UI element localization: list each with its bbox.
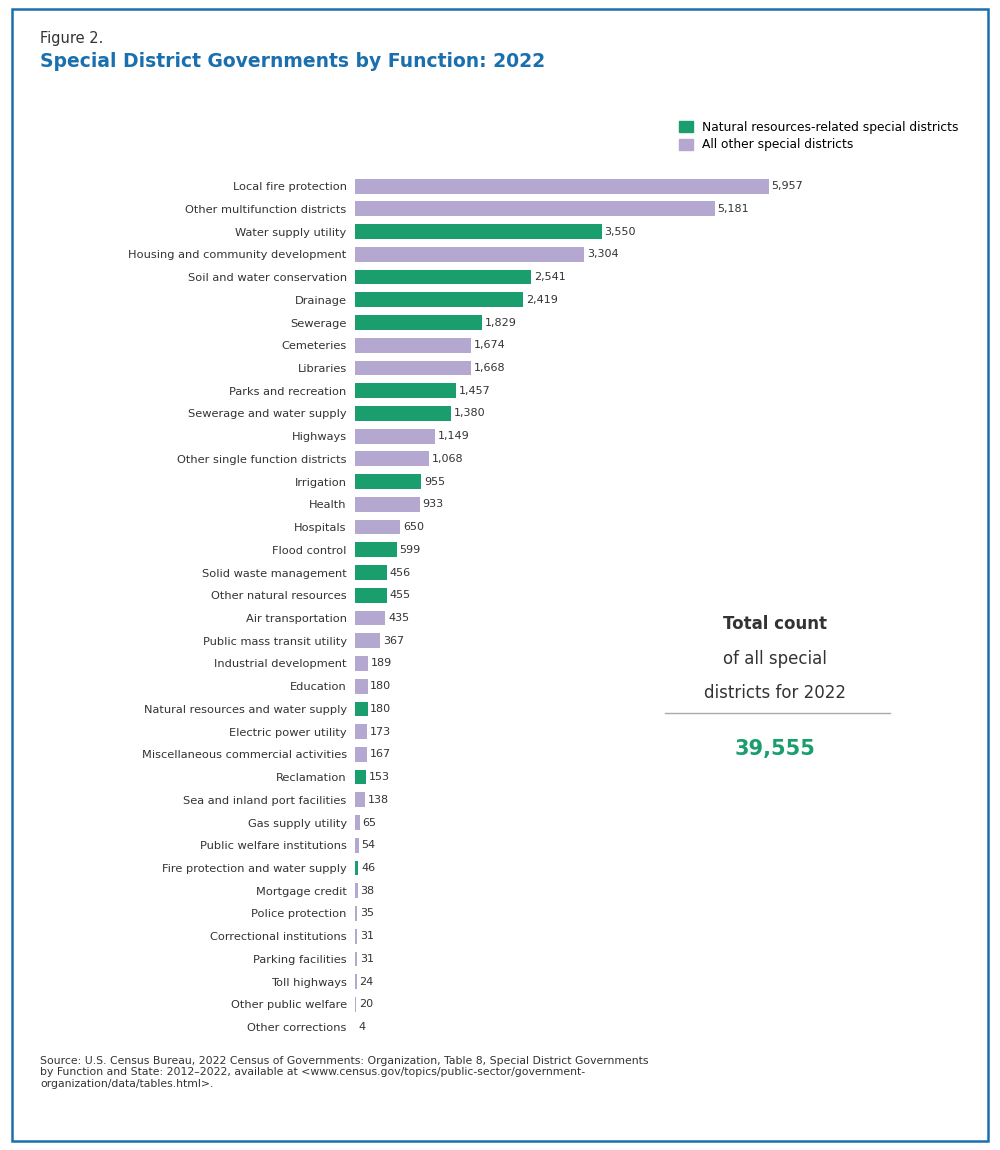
Bar <box>355 883 358 898</box>
Text: 189: 189 <box>371 659 392 668</box>
Text: 1,668: 1,668 <box>474 363 505 373</box>
Bar <box>355 429 435 444</box>
Text: 1,457: 1,457 <box>459 385 491 396</box>
Text: Source: U.S. Census Bureau, 2022 Census of Governments: Organization, Table 8, S: Source: U.S. Census Bureau, 2022 Census … <box>40 1056 648 1089</box>
Text: 5,181: 5,181 <box>718 204 749 214</box>
Bar <box>355 611 385 626</box>
Text: 65: 65 <box>362 818 376 828</box>
Text: of all special: of all special <box>723 650 827 668</box>
Text: 367: 367 <box>383 636 404 645</box>
Text: 20: 20 <box>359 999 373 1010</box>
Bar <box>355 860 358 875</box>
Text: 39,555: 39,555 <box>735 739 815 759</box>
Text: 173: 173 <box>370 727 391 737</box>
Text: Figure 2.: Figure 2. <box>40 31 103 46</box>
Bar <box>355 792 365 807</box>
Text: 5,957: 5,957 <box>771 182 803 191</box>
Bar <box>355 383 456 398</box>
Text: 1,674: 1,674 <box>474 340 506 351</box>
Text: 31: 31 <box>360 954 374 964</box>
Text: 2,419: 2,419 <box>526 294 558 305</box>
Bar <box>355 247 584 262</box>
Bar <box>355 565 387 580</box>
Bar <box>355 815 360 830</box>
Bar <box>355 497 420 512</box>
Text: 138: 138 <box>367 795 388 805</box>
Text: 599: 599 <box>399 545 421 554</box>
Text: 24: 24 <box>359 976 374 987</box>
Text: 1,068: 1,068 <box>432 454 464 463</box>
Text: 54: 54 <box>362 841 376 850</box>
Bar <box>355 269 531 284</box>
Bar <box>355 951 357 966</box>
Text: 933: 933 <box>423 499 444 509</box>
Bar <box>355 838 359 852</box>
Text: 46: 46 <box>361 862 375 873</box>
Bar <box>355 178 769 193</box>
Bar <box>355 906 357 921</box>
Text: 3,304: 3,304 <box>587 250 619 259</box>
Text: 650: 650 <box>403 522 424 532</box>
Text: 35: 35 <box>360 908 374 919</box>
Text: 31: 31 <box>360 932 374 941</box>
Bar <box>355 748 367 761</box>
Text: Total count: Total count <box>723 615 827 634</box>
Bar <box>355 201 715 216</box>
Text: 1,380: 1,380 <box>454 408 485 419</box>
Text: 4: 4 <box>358 1022 365 1032</box>
Bar <box>355 769 366 784</box>
Text: 435: 435 <box>388 613 409 623</box>
Bar <box>355 656 368 670</box>
Text: Special District Governments by Function: 2022: Special District Governments by Function… <box>40 52 545 71</box>
Bar <box>355 474 421 489</box>
Bar <box>355 634 380 649</box>
Bar <box>355 224 602 239</box>
Bar <box>355 702 368 716</box>
Text: 180: 180 <box>370 681 391 691</box>
Bar <box>355 724 367 739</box>
Text: 180: 180 <box>370 704 391 714</box>
Bar <box>355 929 357 944</box>
Text: 38: 38 <box>360 886 375 896</box>
Bar <box>355 678 368 693</box>
Text: 1,149: 1,149 <box>438 431 469 442</box>
Text: 167: 167 <box>369 750 390 759</box>
Bar <box>355 315 482 330</box>
Bar <box>355 406 451 421</box>
Bar <box>355 588 387 603</box>
Text: 153: 153 <box>368 772 389 782</box>
Legend: Natural resources-related special districts, All other special districts: Natural resources-related special distri… <box>679 121 959 152</box>
Text: districts for 2022: districts for 2022 <box>704 684 846 703</box>
Bar <box>355 520 400 535</box>
Text: 3,550: 3,550 <box>604 227 636 237</box>
Text: 2,541: 2,541 <box>534 273 566 282</box>
Bar <box>355 361 471 375</box>
Text: 455: 455 <box>389 590 411 600</box>
Bar <box>355 543 397 558</box>
Text: 955: 955 <box>424 476 445 486</box>
Bar <box>355 338 471 353</box>
Text: 1,829: 1,829 <box>485 317 517 328</box>
Bar <box>355 292 523 307</box>
Bar <box>355 974 357 989</box>
Bar <box>355 997 356 1012</box>
Text: 456: 456 <box>389 568 411 577</box>
Bar <box>355 452 429 466</box>
